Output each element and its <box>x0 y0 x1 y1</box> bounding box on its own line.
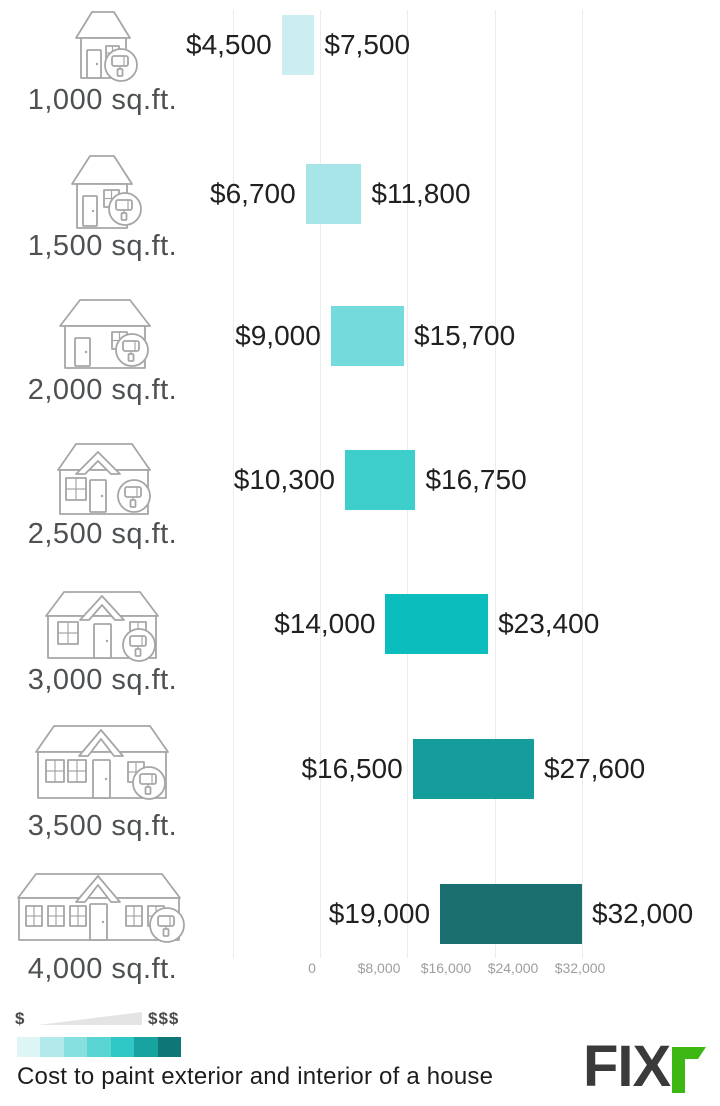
low-cost-label: $16,500 <box>301 753 403 784</box>
paint-roller-badge-icon <box>115 333 149 367</box>
low-cost-label: $10,300 <box>233 464 335 495</box>
low-cost-label: $6,700 <box>210 178 296 209</box>
fixr-logo-text: FIX <box>583 1034 671 1099</box>
color-scale-swatch <box>17 1037 41 1057</box>
chart-caption: Cost to paint exterior and interior of a… <box>17 1063 494 1090</box>
color-scale-swatch <box>157 1037 181 1057</box>
low-cost-label: $9,000 <box>235 320 321 351</box>
house-3000-sqft-icon <box>45 591 159 662</box>
color-scale-legend <box>17 1037 181 1057</box>
house-4000-sqft-icon <box>17 873 185 943</box>
high-cost-label: $23,400 <box>498 608 600 639</box>
cost-range-bar <box>412 739 534 799</box>
sqft-label: 2,500 sq.ft. <box>27 518 178 550</box>
low-cost-label: $14,000 <box>274 608 376 639</box>
sqft-label: 3,500 sq.ft. <box>27 810 178 842</box>
high-cost-label: $27,600 <box>543 753 646 784</box>
cost-range-bar <box>330 306 404 366</box>
cost-range-bar <box>440 884 582 944</box>
house-1500-sqft-icon <box>71 155 142 229</box>
color-scale-swatch <box>63 1037 88 1057</box>
high-cost-label: $11,800 <box>371 178 471 209</box>
paint-roller-badge-icon <box>149 907 185 943</box>
color-scale-swatch <box>134 1037 158 1057</box>
gridline <box>233 10 234 958</box>
high-cost-label: $16,750 <box>425 464 527 495</box>
sqft-label: 3,000 sq.ft. <box>27 664 178 696</box>
house-2500-sqft-icon <box>57 443 151 515</box>
house-1000-sqft-icon <box>75 11 138 82</box>
gridline <box>320 10 321 958</box>
x-axis-tick-label: $24,000 <box>487 960 539 976</box>
price-scale-wedge-icon <box>38 1012 142 1025</box>
paint-roller-badge-icon <box>122 628 156 662</box>
x-axis-tick-label: $32,000 <box>554 960 606 976</box>
cost-range-bar <box>345 450 416 510</box>
x-axis-tick-label: 0 <box>308 960 316 976</box>
cost-range-bar <box>385 594 489 654</box>
gridline <box>582 10 583 958</box>
house-3500-sqft-icon <box>35 725 169 800</box>
paint-roller-badge-icon <box>104 48 138 82</box>
low-cost-label: $19,000 <box>328 898 431 929</box>
fixr-logo: FIX <box>583 1034 708 1099</box>
color-scale-swatch <box>110 1037 135 1057</box>
x-axis-tick-label: $16,000 <box>420 960 472 976</box>
paint-roller-badge-icon <box>108 192 142 226</box>
paint-roller-badge-icon <box>117 479 151 513</box>
high-cost-label: $15,700 <box>413 320 516 351</box>
legend-low-symbol: $ <box>15 1009 26 1028</box>
high-cost-label: $32,000 <box>592 898 694 929</box>
low-cost-label: $4,500 <box>186 29 272 60</box>
sqft-label: 1,000 sq.ft. <box>27 84 178 116</box>
cost-range-bar <box>281 15 315 75</box>
sqft-label: 1,500 sq.ft. <box>27 230 178 262</box>
house-2000-sqft-icon <box>59 299 151 369</box>
gridline <box>495 10 496 958</box>
paint-roller-badge-icon <box>132 766 166 800</box>
fixr-logo-r-icon <box>672 1047 707 1093</box>
color-scale-swatch <box>87 1037 111 1057</box>
x-axis-tick-label: $8,000 <box>357 960 401 976</box>
color-scale-swatch <box>40 1037 64 1057</box>
high-cost-label: $7,500 <box>324 29 411 60</box>
sqft-label: 4,000 sq.ft. <box>27 953 178 985</box>
legend-high-symbol: $$$ <box>148 1009 180 1028</box>
sqft-label: 2,000 sq.ft. <box>27 374 178 406</box>
cost-range-bar <box>305 164 362 224</box>
